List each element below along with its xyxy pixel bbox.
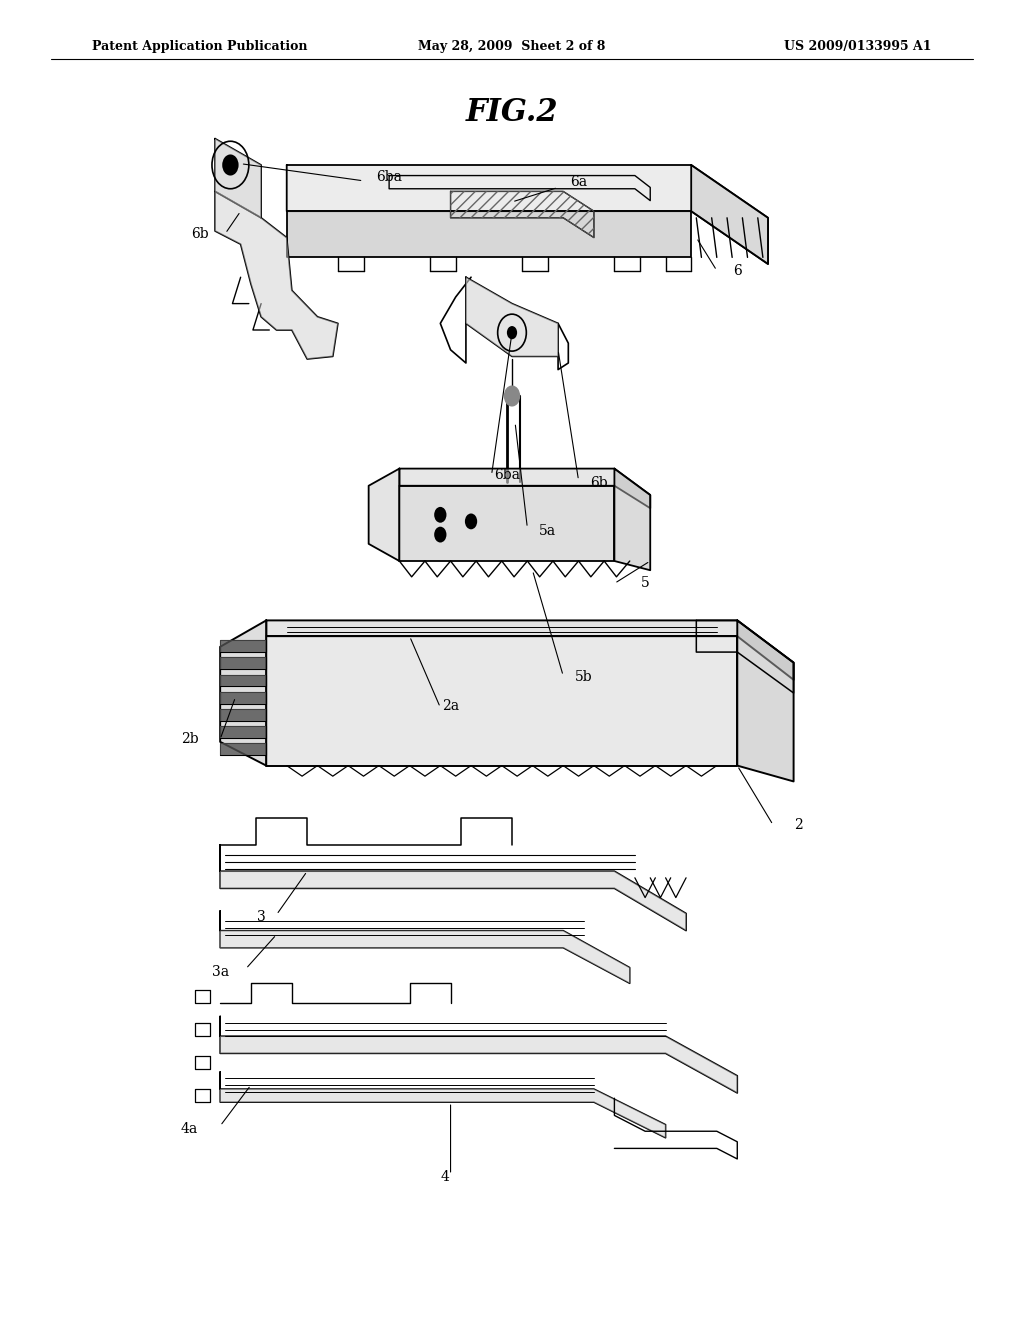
- Polygon shape: [369, 469, 399, 561]
- Polygon shape: [399, 469, 650, 508]
- Text: 6ba: 6ba: [494, 469, 520, 482]
- Polygon shape: [220, 1016, 737, 1093]
- Polygon shape: [220, 845, 686, 931]
- Text: 3a: 3a: [212, 965, 228, 978]
- Polygon shape: [287, 211, 691, 257]
- Text: 5b: 5b: [574, 671, 593, 684]
- Text: 4a: 4a: [181, 1122, 198, 1135]
- Text: FIG.2: FIG.2: [466, 96, 558, 128]
- Polygon shape: [220, 657, 266, 669]
- Text: 5: 5: [641, 577, 649, 590]
- Text: 6ba: 6ba: [376, 170, 402, 183]
- Polygon shape: [220, 726, 266, 738]
- Circle shape: [504, 385, 520, 407]
- Text: 6a: 6a: [570, 176, 587, 189]
- Polygon shape: [220, 692, 266, 704]
- Text: 6b: 6b: [590, 477, 608, 490]
- Text: 6b: 6b: [190, 227, 209, 240]
- Polygon shape: [220, 911, 630, 983]
- Text: 4: 4: [441, 1171, 450, 1184]
- Circle shape: [465, 513, 477, 529]
- Text: 2a: 2a: [442, 700, 459, 713]
- Circle shape: [222, 154, 239, 176]
- Text: 2: 2: [795, 818, 803, 832]
- Polygon shape: [287, 165, 768, 264]
- Polygon shape: [215, 191, 338, 359]
- Circle shape: [507, 326, 517, 339]
- Polygon shape: [220, 743, 266, 755]
- Text: 5a: 5a: [540, 524, 556, 537]
- Circle shape: [434, 507, 446, 523]
- Polygon shape: [220, 1072, 666, 1138]
- Polygon shape: [266, 636, 737, 766]
- Polygon shape: [220, 675, 266, 686]
- Polygon shape: [691, 165, 768, 264]
- Text: Patent Application Publication: Patent Application Publication: [92, 40, 307, 53]
- Polygon shape: [399, 486, 614, 561]
- Text: 6: 6: [733, 264, 741, 277]
- Text: 2b: 2b: [180, 733, 199, 746]
- Polygon shape: [737, 620, 794, 781]
- Polygon shape: [220, 620, 266, 766]
- Text: May 28, 2009  Sheet 2 of 8: May 28, 2009 Sheet 2 of 8: [419, 40, 605, 53]
- Polygon shape: [220, 709, 266, 721]
- Text: US 2009/0133995 A1: US 2009/0133995 A1: [784, 40, 932, 53]
- Polygon shape: [266, 620, 794, 680]
- Polygon shape: [220, 640, 266, 652]
- Text: 3: 3: [257, 911, 265, 924]
- Polygon shape: [466, 277, 558, 356]
- Circle shape: [434, 527, 446, 543]
- Polygon shape: [215, 139, 261, 218]
- Polygon shape: [614, 469, 650, 570]
